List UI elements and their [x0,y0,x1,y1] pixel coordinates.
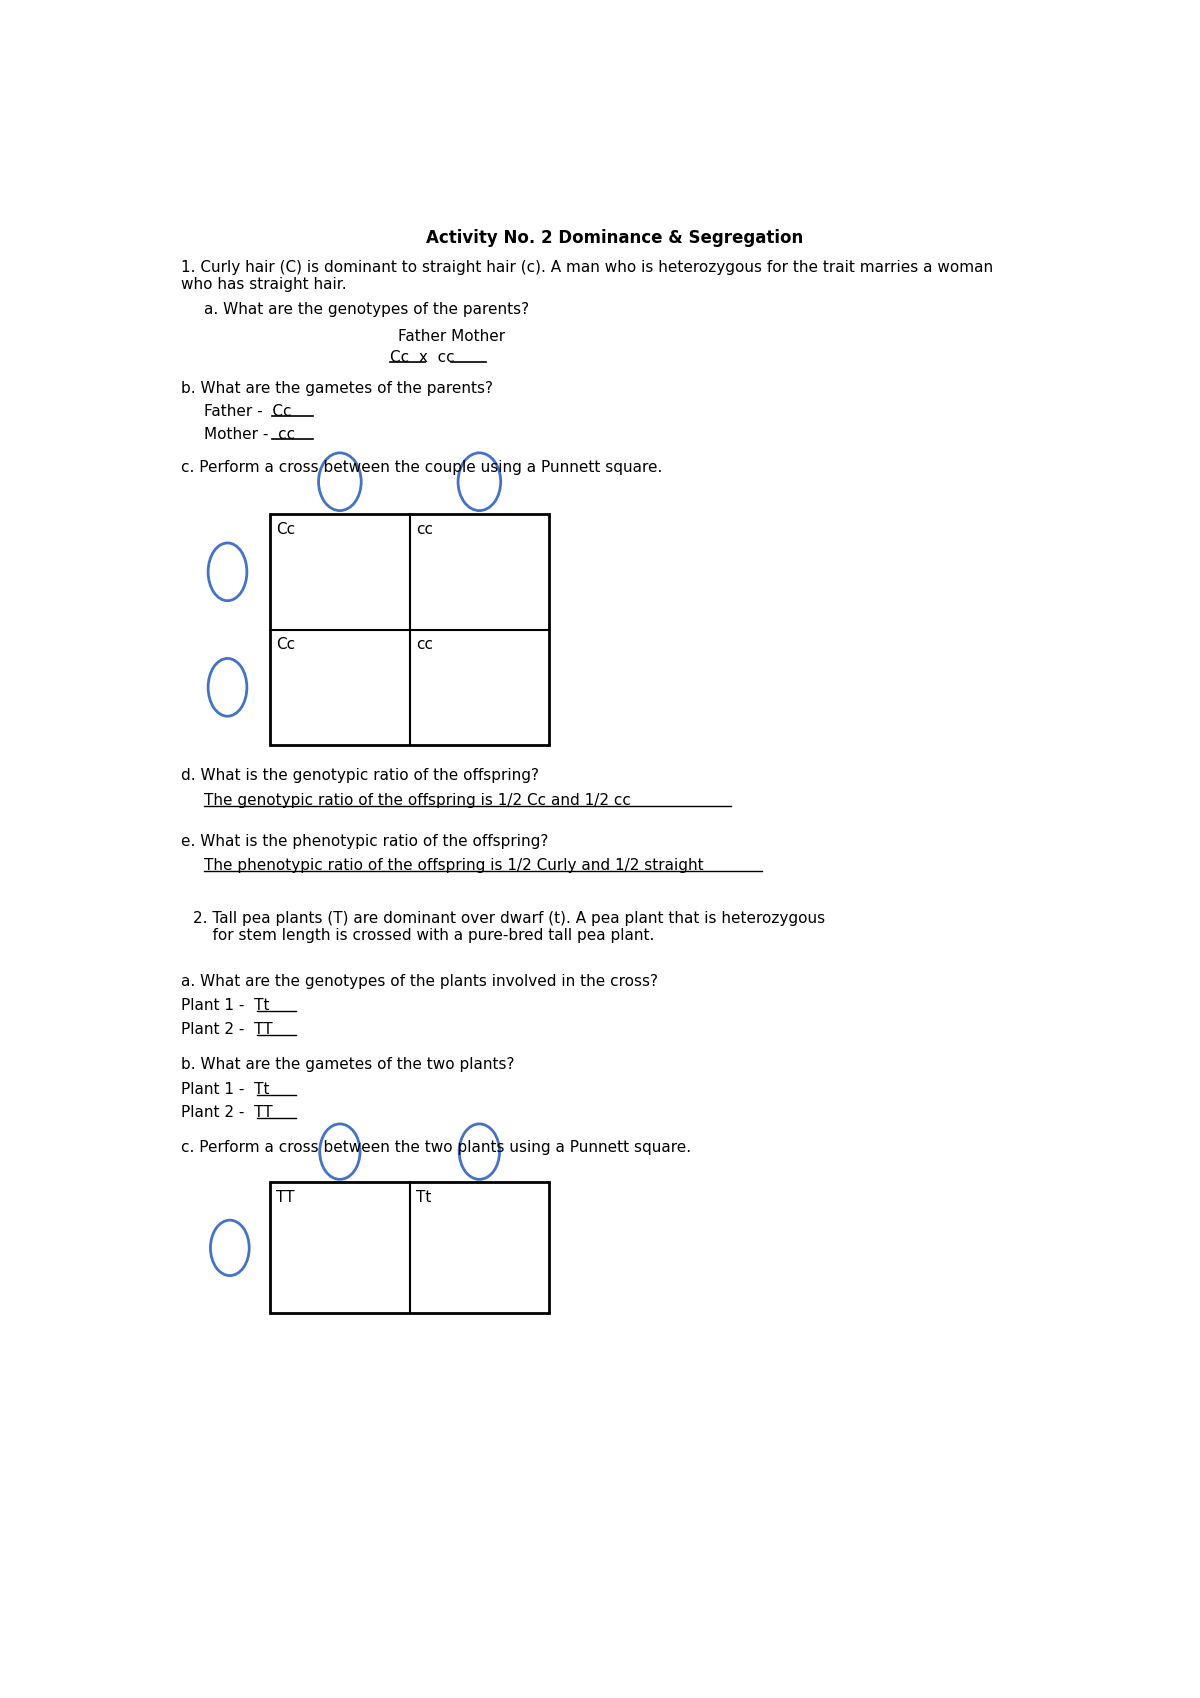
Text: cc: cc [416,637,433,652]
Text: Mother -  cc: Mother - cc [204,428,295,441]
Text: Plant 2 -  TT: Plant 2 - TT [181,1105,272,1119]
Text: d. What is the genotypic ratio of the offspring?: d. What is the genotypic ratio of the of… [181,767,539,783]
Bar [270,514,550,745]
Text: a. What are the genotypes of the plants involved in the cross?: a. What are the genotypes of the plants … [181,973,658,988]
Bar [270,1182,550,1313]
Text: Father -  Cc: Father - Cc [204,404,292,419]
Ellipse shape [318,453,361,511]
Text: Tt: Tt [416,1190,431,1206]
Text: Cc  x  cc: Cc x cc [390,350,455,365]
Text: Cc: Cc [276,637,295,652]
Text: TT: TT [276,1190,295,1206]
Ellipse shape [319,1124,360,1180]
Text: b. What are the gametes of the two plants?: b. What are the gametes of the two plant… [181,1056,515,1071]
Text: 2. Tall pea plants (T) are dominant over dwarf (t). A pea plant that is heterozy: 2. Tall pea plants (T) are dominant over… [193,910,824,942]
Text: c. Perform a cross between the two plants using a Punnett square.: c. Perform a cross between the two plant… [181,1139,691,1155]
Text: a. What are the genotypes of the parents?: a. What are the genotypes of the parents… [204,302,529,318]
Ellipse shape [460,1124,499,1180]
Text: c. Perform a cross between the couple using a Punnett square.: c. Perform a cross between the couple us… [181,460,662,475]
Text: cc: cc [416,521,433,537]
Text: e. What is the phenotypic ratio of the offspring?: e. What is the phenotypic ratio of the o… [181,834,548,849]
Ellipse shape [208,543,247,601]
Text: Plant 1 -  Tt: Plant 1 - Tt [181,1082,270,1097]
Ellipse shape [210,1221,250,1275]
Text: Plant 1 -  Tt: Plant 1 - Tt [181,998,270,1014]
Text: Father Mother: Father Mother [398,329,505,345]
Ellipse shape [208,659,247,717]
Text: b. What are the gametes of the parents?: b. What are the gametes of the parents? [181,380,493,396]
Text: Activity No. 2 Dominance & Segregation: Activity No. 2 Dominance & Segregation [426,229,804,248]
Text: 1. Curly hair (C) is dominant to straight hair (c). A man who is heterozygous fo: 1. Curly hair (C) is dominant to straigh… [181,260,994,292]
Text: The genotypic ratio of the offspring is 1/2 Cc and 1/2 cc: The genotypic ratio of the offspring is … [204,793,631,808]
Ellipse shape [458,453,500,511]
Text: Plant 2 -  TT: Plant 2 - TT [181,1022,272,1036]
Text: Cc: Cc [276,521,295,537]
Text: The phenotypic ratio of the offspring is 1/2 Curly and 1/2 straight: The phenotypic ratio of the offspring is… [204,857,704,873]
